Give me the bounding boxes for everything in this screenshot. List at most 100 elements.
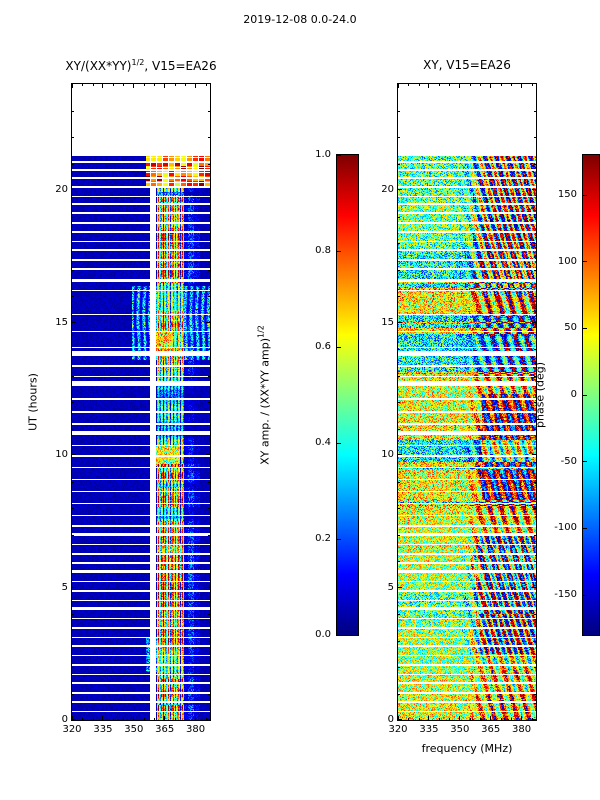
y-major-tick [72,189,76,190]
y-major-tick [398,321,402,323]
x-minor-tick [531,84,533,86]
x-major-tick [71,84,73,88]
y-minor-tick [398,296,400,297]
x-major-tick [164,716,166,720]
y-minor-tick [398,640,400,642]
y-major-tick [398,454,402,455]
x-major-tick [459,716,461,720]
y-minor-tick [398,693,400,695]
colorbar-tick [583,194,587,196]
y-minor-tick [208,534,210,536]
y-tick-label: 5 [387,581,394,593]
y-minor-tick [72,375,74,377]
y-minor-tick [208,481,210,483]
y-minor-tick [398,110,400,112]
colorbar-tick-label: 0 [570,389,577,400]
x-major-tick [490,716,492,720]
x-major-tick [459,84,461,88]
y-minor-tick [208,428,210,430]
y-major-tick [532,719,536,720]
y-minor-tick [208,216,210,218]
x-major-tick [397,716,399,720]
x-minor-tick [408,718,410,720]
colorbar-tick [583,594,587,596]
y-minor-tick [208,110,210,112]
y-major-tick [206,719,210,720]
x-tick-label: 335 [419,724,439,735]
x-minor-tick [174,718,176,720]
y-minor-tick [72,534,74,536]
phase-colorbar-gradient [583,155,599,635]
y-tick-label: 10 [381,449,394,460]
y-minor-tick [534,269,536,271]
y-minor-tick [208,402,210,403]
colorbar-tick [583,527,587,529]
y-minor-tick [208,508,210,509]
amplitude-colorbar-label-exponent: 1/2 [256,325,266,338]
y-minor-tick [534,375,536,377]
x-minor-tick [82,718,84,720]
y-major-tick [532,321,536,323]
y-minor-tick [208,693,210,695]
y-minor-tick [208,243,210,244]
y-minor-tick [72,243,74,244]
y-minor-tick [72,667,74,668]
y-minor-tick [72,402,74,403]
y-minor-tick [534,216,536,218]
colorbar-tick-label: 150 [557,189,577,200]
y-minor-tick [534,561,536,562]
x-major-tick [428,84,430,88]
right-panel-title: XY, V15=EA26 [423,58,511,72]
colorbar-tick-label: 0.6 [315,341,331,352]
y-minor-tick [534,667,536,668]
x-axis-label: frequency (MHz) [421,742,513,755]
x-minor-tick [418,718,420,720]
x-major-tick [102,716,104,720]
y-minor-tick [72,614,74,615]
colorbar-tick [583,261,587,263]
amplitude-colorbar-gradient [337,155,358,635]
colorbar-tick-label: 0.0 [315,629,331,640]
y-minor-tick [208,375,210,377]
y-axis-label: UT (hours) [26,373,40,431]
colorbar-tick [337,442,341,444]
y-minor-tick [72,640,74,642]
colorbar-tick [337,538,341,540]
y-minor-tick [208,269,210,271]
x-major-tick [133,84,135,88]
y-tick-label: 0 [387,714,394,725]
y-major-tick [532,189,536,190]
colorbar-tick-label: 1.0 [315,149,331,160]
colorbar-tick-label: 0.8 [315,245,331,256]
y-minor-tick [534,534,536,536]
y-minor-tick [72,269,74,271]
y-major-tick [532,454,536,455]
y-minor-tick [534,481,536,483]
x-minor-tick [92,84,94,86]
x-minor-tick [511,718,513,720]
x-tick-label: 365 [155,724,175,735]
left-panel-title-suffix: , V15=EA26 [144,59,217,73]
y-minor-tick [398,243,400,244]
right-heatmap [398,156,536,720]
y-minor-tick [398,508,400,509]
y-tick-label: 5 [61,581,68,593]
y-minor-tick [208,163,210,165]
y-tick-label: 15 [55,316,68,328]
y-minor-tick [398,269,400,271]
y-minor-tick [398,481,400,483]
y-major-tick [206,189,210,190]
x-major-tick [521,84,523,88]
x-tick-label: 320 [388,724,408,735]
y-minor-tick [398,667,400,668]
x-minor-tick [470,84,472,86]
y-minor-tick [72,693,74,695]
colorbar-tick [337,154,341,156]
y-minor-tick [398,137,400,138]
x-minor-tick [154,718,156,720]
left-panel-title-exponent: 1/2 [131,58,145,67]
y-minor-tick [534,110,536,112]
y-minor-tick [72,110,74,112]
x-minor-tick [511,84,513,86]
y-minor-tick [534,349,536,350]
